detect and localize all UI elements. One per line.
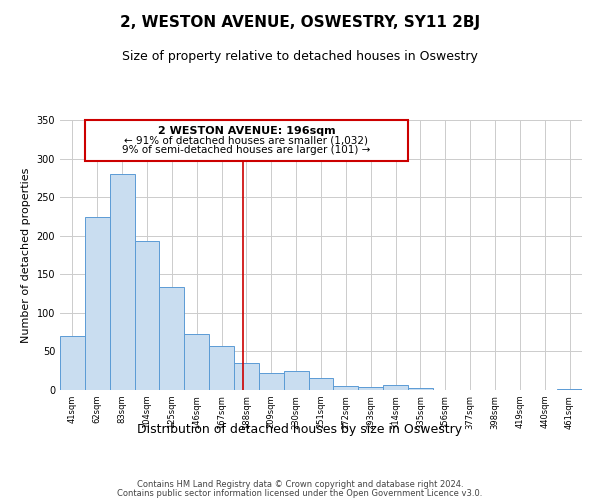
Bar bbox=[60, 336, 85, 390]
Bar bbox=[383, 386, 408, 390]
Bar bbox=[259, 373, 284, 390]
Bar bbox=[358, 387, 383, 390]
Bar bbox=[334, 386, 358, 390]
Text: Contains HM Land Registry data © Crown copyright and database right 2024.: Contains HM Land Registry data © Crown c… bbox=[137, 480, 463, 489]
Text: Contains public sector information licensed under the Open Government Licence v3: Contains public sector information licen… bbox=[118, 489, 482, 498]
Text: ← 91% of detached houses are smaller (1,032): ← 91% of detached houses are smaller (1,… bbox=[124, 136, 368, 145]
Text: 9% of semi-detached houses are larger (101) →: 9% of semi-detached houses are larger (1… bbox=[122, 144, 371, 154]
Bar bbox=[234, 363, 259, 390]
Y-axis label: Number of detached properties: Number of detached properties bbox=[21, 168, 31, 342]
Bar bbox=[209, 346, 234, 390]
Bar bbox=[85, 217, 110, 390]
Text: Distribution of detached houses by size in Oswestry: Distribution of detached houses by size … bbox=[137, 422, 463, 436]
Text: Size of property relative to detached houses in Oswestry: Size of property relative to detached ho… bbox=[122, 50, 478, 63]
Text: 2, WESTON AVENUE, OSWESTRY, SY11 2BJ: 2, WESTON AVENUE, OSWESTRY, SY11 2BJ bbox=[120, 15, 480, 30]
Bar bbox=[308, 378, 334, 390]
Bar bbox=[134, 241, 160, 390]
Bar bbox=[85, 120, 408, 161]
Bar bbox=[408, 388, 433, 390]
Bar bbox=[184, 334, 209, 390]
Bar bbox=[160, 288, 184, 390]
Text: 2 WESTON AVENUE: 196sqm: 2 WESTON AVENUE: 196sqm bbox=[158, 126, 335, 136]
Bar bbox=[557, 389, 582, 390]
Bar bbox=[110, 174, 134, 390]
Bar bbox=[284, 370, 308, 390]
